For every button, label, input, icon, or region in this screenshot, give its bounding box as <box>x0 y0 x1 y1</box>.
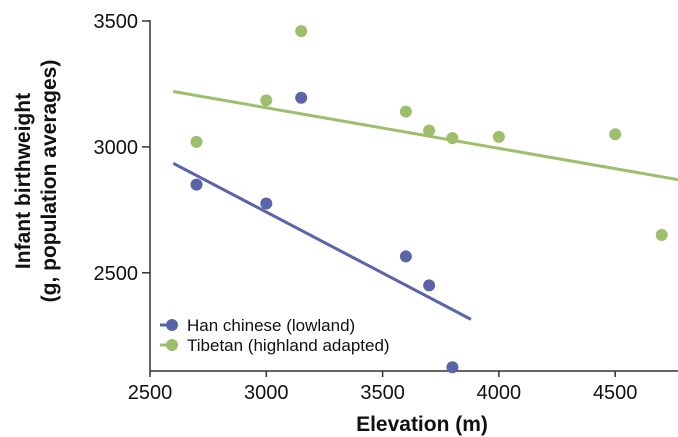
tibetan-data-point <box>609 128 622 141</box>
legend-marker-tibetan <box>166 339 178 351</box>
tibetan-data-point <box>190 135 203 148</box>
legend: Han chinese (lowland)Tibetan (highland a… <box>160 316 390 355</box>
x-ticks: 2500 3000 3500 4000 4500 <box>128 371 638 404</box>
trendlines <box>172 90 678 321</box>
y-axis-title-line-1: Infant birthweight <box>12 93 35 269</box>
axes <box>149 20 678 372</box>
y-ticks: 2500 3000 3500 <box>94 11 150 285</box>
y-axis-title-line-2: (g, population averages) <box>38 60 61 303</box>
x-tick-label: 3000 <box>244 382 289 404</box>
y-tick-label: 3000 <box>94 137 139 159</box>
han-trendline <box>172 161 472 321</box>
tibetan-data-point <box>399 105 412 118</box>
han-data-point <box>295 91 308 104</box>
data-points <box>190 25 668 374</box>
tibetan-data-point <box>655 229 668 242</box>
han-data-point <box>190 178 203 191</box>
tibetan-data-point <box>446 132 459 145</box>
han-data-point <box>446 361 459 374</box>
x-axis-title: Elevation (m) <box>356 413 488 436</box>
x-tick-label: 2500 <box>128 382 173 404</box>
han-data-point <box>399 250 412 263</box>
tibetan-data-point <box>260 94 273 107</box>
y-tick-label: 3500 <box>94 11 139 33</box>
han-data-point <box>260 197 273 210</box>
x-tick-label: 4000 <box>477 382 522 404</box>
tibetan-data-point <box>423 124 436 137</box>
x-tick-label: 4500 <box>593 382 638 404</box>
legend-marker-han <box>166 319 178 331</box>
tibetan-data-point <box>295 25 308 38</box>
tibetan-trendline <box>173 90 678 182</box>
tibetan-data-point <box>492 130 505 143</box>
han-data-point <box>423 279 436 292</box>
y-tick-label: 2500 <box>94 263 139 285</box>
legend-label-han: Han chinese (lowland) <box>187 316 355 335</box>
legend-label-tibetan: Tibetan (highland adapted) <box>187 336 390 355</box>
x-tick-label: 3500 <box>360 382 405 404</box>
